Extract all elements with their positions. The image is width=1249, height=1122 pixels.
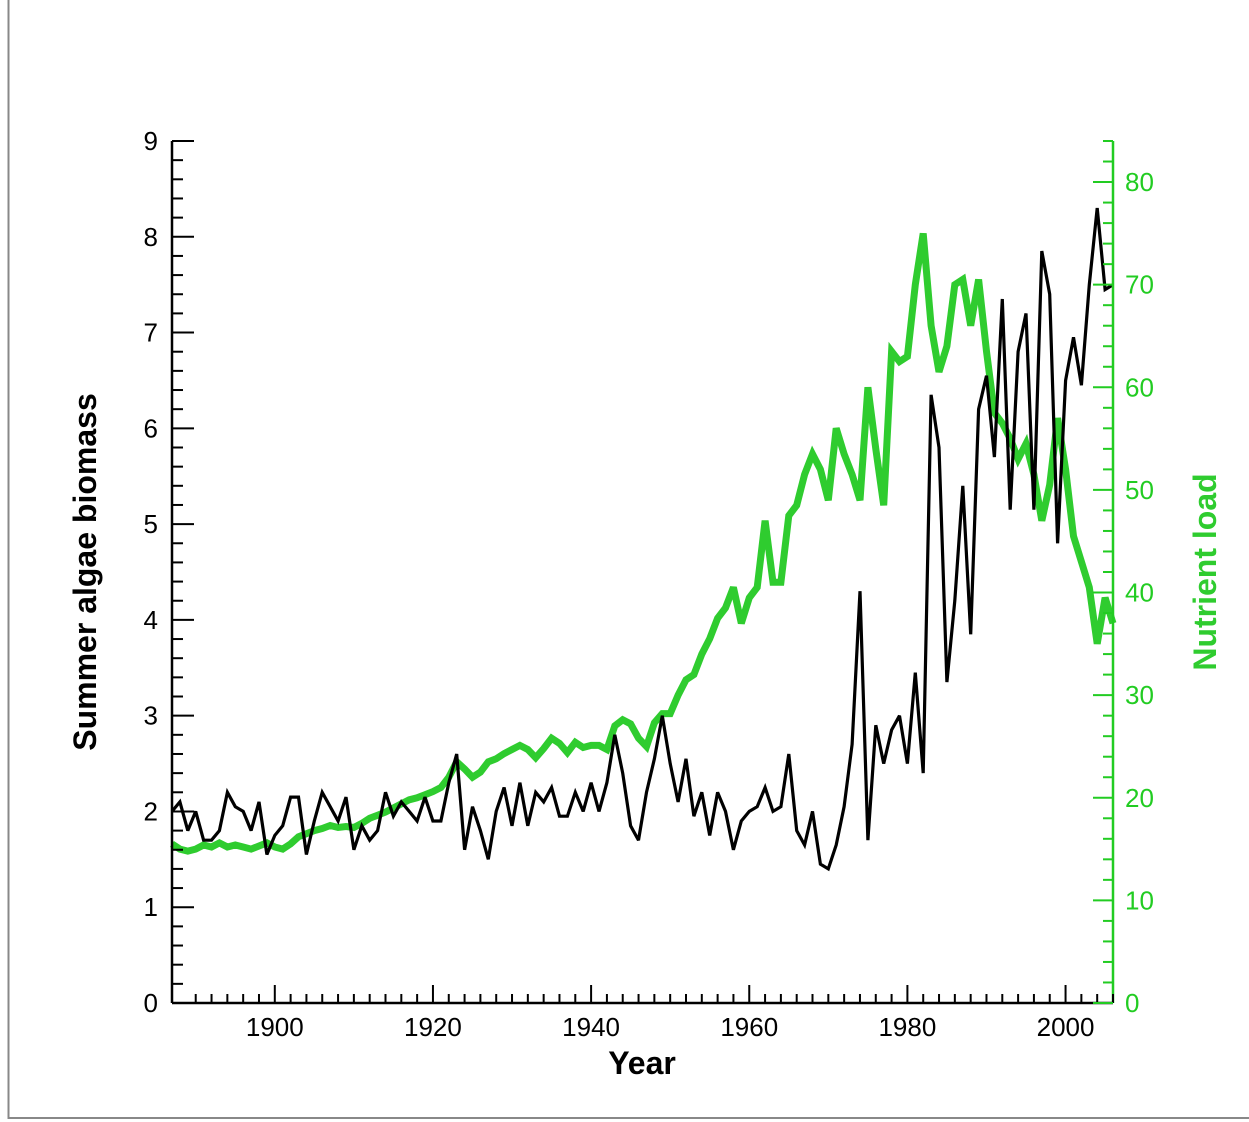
y2-tick-label: 50 [1125, 475, 1154, 505]
x-tick-label: 1980 [878, 1012, 936, 1042]
series-layer [170, 207, 1117, 872]
y-tick-label: 2 [144, 796, 158, 826]
y-tick-label: 3 [144, 701, 158, 731]
y-tick-label: 1 [144, 892, 158, 922]
y2-tick-label: 0 [1125, 988, 1139, 1018]
x-axis: 1900 1920 1940 1960 1980 2000 [194, 985, 1114, 1042]
y-tick-label: 9 [144, 126, 158, 156]
x-tick-label: 1920 [404, 1012, 462, 1042]
y-tick-label: 4 [144, 605, 158, 635]
y2-tick-label: 70 [1125, 270, 1154, 300]
image-border [7, 0, 1249, 1119]
x-tick-label: 1900 [246, 1012, 304, 1042]
y-tick-label: 8 [144, 222, 158, 252]
x-tick-label: 1940 [562, 1012, 620, 1042]
series-line-nutrient-load [170, 232, 1117, 855]
x-axis-title: Year [608, 1045, 676, 1081]
y2-tick-label: 10 [1125, 885, 1154, 915]
y2-tick-label: 20 [1125, 783, 1154, 813]
x-tick-label: 1960 [720, 1012, 778, 1042]
y-tick-label: 5 [144, 509, 158, 539]
y2-axis-title: Nutrient load [1187, 473, 1223, 670]
y2-tick-label: 30 [1125, 680, 1154, 710]
y-tick-label: 7 [144, 318, 158, 348]
plot-area: 1900 1920 1940 1960 1980 2000 0 1 2 3 4 5 6 7 8 9 0 10 2… [144, 126, 1154, 1042]
x-tick-label: 2000 [1037, 1012, 1095, 1042]
y2-tick-label: 80 [1125, 167, 1154, 197]
y2-tick-label: 40 [1125, 578, 1154, 608]
y-tick-label: 6 [144, 413, 158, 443]
y2-tick-label: 60 [1125, 372, 1154, 402]
series-line-algae-biomass [170, 207, 1114, 872]
y-tick-label: 0 [144, 988, 158, 1018]
y-axis-right: 0 10 20 30 40 50 60 70 80 [1093, 140, 1154, 1018]
y-axis-title: Summer algae biomass [67, 393, 103, 750]
y-axis-left: 0 1 2 3 4 5 6 7 8 9 [144, 126, 194, 1018]
